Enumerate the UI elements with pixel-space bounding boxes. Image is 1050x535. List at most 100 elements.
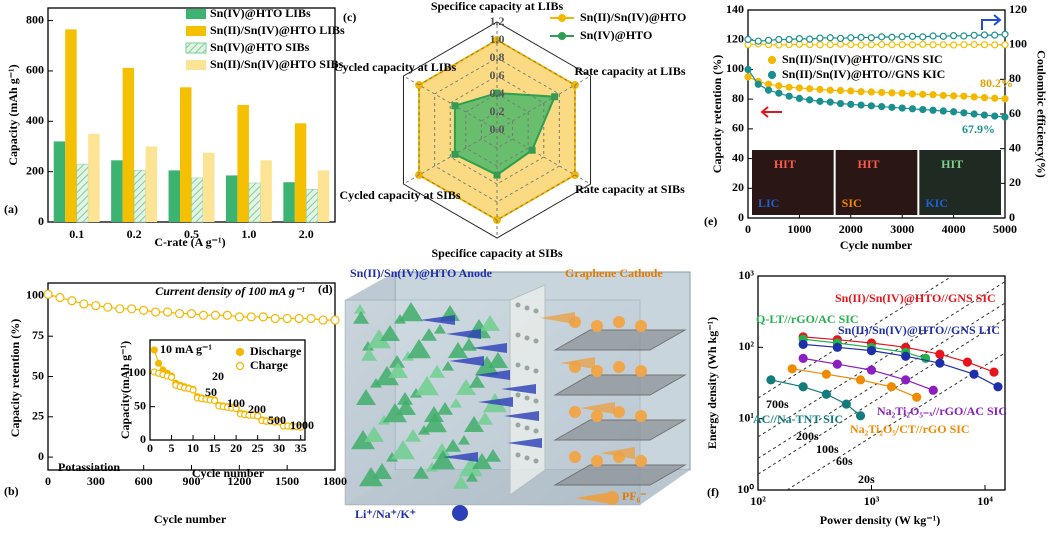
point [888, 89, 896, 97]
point [960, 41, 968, 49]
axis-arrow [760, 106, 782, 118]
point [949, 32, 958, 40]
x-tick-label: 1000 [787, 222, 811, 236]
legend-marker [767, 55, 777, 65]
y2-tick-label: 20 [1009, 175, 1021, 189]
separator-hole [533, 308, 539, 314]
separator-hole [515, 422, 521, 428]
x-tick-label: 10⁴ [977, 494, 993, 508]
crystal [477, 412, 493, 425]
x-axis-title: Cycle number [840, 238, 913, 252]
crystal [351, 430, 375, 450]
point [795, 40, 804, 48]
point [785, 92, 793, 100]
point [898, 104, 906, 112]
point [878, 88, 886, 97]
crystal [459, 457, 483, 477]
x-tick-label: 10 [187, 441, 199, 455]
bar [225, 175, 238, 222]
ion-cone [472, 343, 507, 353]
bar [260, 160, 272, 222]
point [67, 296, 77, 306]
x-tick-label: 1200 [227, 474, 251, 488]
point [816, 97, 824, 105]
ion-cone [420, 315, 455, 325]
point [246, 312, 256, 322]
point [785, 83, 793, 91]
x-tick-label: 0 [745, 222, 751, 236]
point [847, 41, 855, 49]
crystal [461, 338, 477, 351]
separator-hole [533, 338, 539, 344]
y-tick-label: 10² [738, 339, 754, 353]
separator-hole [533, 458, 539, 464]
y-tick-label: 10¹ [738, 410, 754, 424]
crystal [397, 392, 413, 405]
point [939, 41, 947, 49]
radar-point [528, 146, 536, 154]
crystal [469, 375, 485, 388]
separator-hole [524, 425, 530, 431]
x-tick-label: 1800 [323, 474, 347, 488]
legend-marker [235, 361, 245, 371]
panel-label: (b) [4, 484, 19, 498]
separator-hole [515, 452, 521, 458]
legend-label: Sn(II)/Sn(IV)@HTO//GNS SIC [782, 52, 943, 66]
point [258, 312, 268, 322]
point [275, 418, 283, 426]
time-line [757, 281, 1006, 438]
crystal [434, 324, 446, 334]
point [806, 35, 814, 43]
y-tick-label: 600 [26, 63, 44, 77]
ion-cone [501, 384, 536, 394]
crystal [380, 325, 400, 341]
point [867, 41, 875, 49]
point [908, 90, 917, 98]
point [991, 94, 999, 102]
y-tick-label: 80 [732, 91, 744, 105]
point [929, 106, 937, 114]
category-label: Specifice capacity at SIBs [432, 246, 563, 260]
series-label: Na₂Ti₂O₅/CT//rGO SIC [850, 422, 970, 436]
bar [294, 123, 307, 222]
point [898, 41, 906, 49]
point [939, 107, 947, 115]
schematic: Sn(II)/Sn(IV)@HTO Anode Graphene Cathode… [318, 266, 691, 521]
legend-marker [558, 32, 566, 40]
legend-label: Sn(IV)@HTO LIBs [210, 6, 311, 20]
bar [248, 182, 261, 223]
crystal [389, 355, 405, 368]
point [908, 32, 917, 40]
point [1001, 41, 1009, 49]
x-tick-label: 5000 [993, 222, 1017, 236]
y-tick-label: 0 [38, 214, 44, 228]
photo-label: KIC [925, 196, 948, 210]
point [744, 35, 752, 44]
point [857, 33, 865, 41]
x-tick-label: 1500 [275, 474, 299, 488]
point [775, 82, 783, 90]
separator-hole [533, 368, 539, 374]
annotation: Potassiation [58, 460, 120, 474]
y2-tick-label: 120 [1009, 2, 1027, 16]
legend-label: Charge [250, 358, 289, 372]
point [867, 34, 875, 42]
crystal [407, 339, 431, 359]
point [282, 313, 292, 324]
point [919, 90, 927, 98]
point [764, 36, 773, 44]
point [991, 31, 999, 39]
x-tick-label: 5 [169, 441, 175, 455]
x-tick-label: 4000 [942, 222, 966, 236]
x-tick-label: 0 [147, 441, 153, 455]
category-label: Cycled capacity at SIBs [340, 188, 461, 202]
anion-ball [591, 455, 603, 467]
x-axis-title: Cycle number [192, 466, 265, 480]
point [775, 89, 783, 97]
panel-label: (c) [343, 10, 356, 24]
annotation: 10 mA g⁻¹ [160, 342, 212, 356]
bar [191, 177, 204, 223]
crystal [383, 403, 407, 423]
anion-cone [600, 447, 635, 459]
ion-cone [443, 452, 478, 462]
